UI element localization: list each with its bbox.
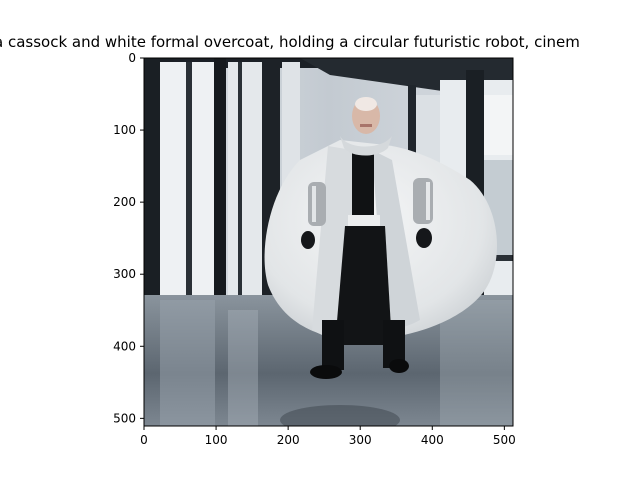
figure-title: a cassock and white formal overcoat, hol… [0,33,580,51]
y-tick-label: 100 [113,123,136,137]
cassock-skirt [335,226,392,345]
window-pane-2 [228,62,263,312]
coat-collar [340,136,392,156]
cassock-belt [348,215,380,227]
left-robot-arm [308,182,326,226]
x-tick-label: 0 [140,433,148,447]
y-tick-label: 200 [113,195,136,209]
left-glove [301,231,315,249]
x-tick-label: 200 [277,433,300,447]
x-tick-label: 100 [205,433,228,447]
y-tick-label: 400 [113,339,136,353]
right-leg [383,320,405,368]
left-arm-highlight [312,186,316,222]
y-tick-label: 500 [113,411,136,425]
window-pillar [214,58,226,348]
floor-reflection-left [160,300,215,426]
x-tick-label: 500 [493,433,516,447]
floor-reflection-mid [228,310,258,426]
photo [144,58,513,426]
right-shoe [389,359,409,373]
mouth [360,124,372,127]
left-leg [322,320,344,370]
axis-ticks: 0 100 200 300 400 500 0 100 200 300 400 500 [113,51,516,447]
head-highlight [355,97,377,111]
x-tick-label: 400 [421,433,444,447]
axes-frame [143,57,514,427]
left-shoe [310,365,342,379]
black-cassock [352,148,374,228]
right-arm-highlight [426,182,430,220]
right-glove [416,228,432,248]
x-tick-label: 300 [349,433,372,447]
figure-shadow [280,405,400,426]
window-mullion-2 [238,62,242,312]
right-window-rail [484,255,513,261]
floor-reflection-right [440,300,513,426]
right-window-top [484,95,513,155]
y-tick-label: 300 [113,267,136,281]
y-tick-label: 0 [128,51,136,65]
window-mullion [186,62,192,302]
